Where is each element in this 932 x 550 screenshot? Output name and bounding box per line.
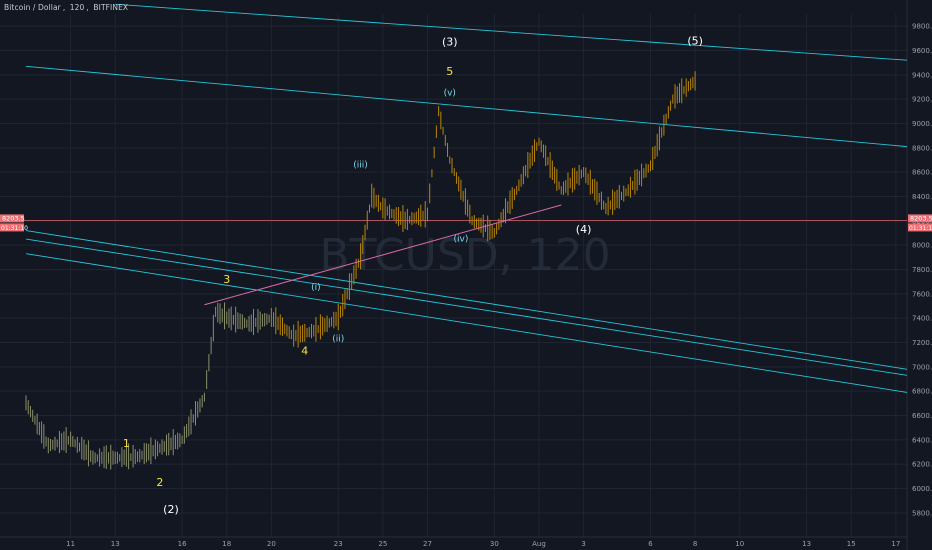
wave-label: (2) [163, 503, 179, 516]
x-tick-label: 17 [891, 540, 900, 548]
y-tick-label: 6800.0 [912, 388, 932, 396]
y-tick-label: 6200.0 [912, 461, 932, 469]
channel-line [25, 230, 908, 370]
y-tick-label: 9200.0 [912, 96, 932, 104]
x-tick-label: 23 [334, 540, 343, 548]
wave-label: 3 [223, 273, 230, 286]
wave-label: 4 [301, 345, 308, 358]
left-price-tag-value: 8203.5 [2, 214, 25, 222]
wave-label: 2 [156, 476, 163, 489]
x-tick-label: 20 [267, 540, 276, 548]
wave-label: (4) [576, 223, 592, 236]
wave-label: (ii) [332, 334, 344, 344]
x-tick-label: 3 [581, 540, 585, 548]
y-tick-label: 8800.0 [912, 144, 932, 152]
left-countdown: 01:31:10 [1, 225, 28, 232]
wave-label: (iv) [453, 235, 468, 245]
wave-label: (3) [442, 36, 458, 49]
x-tick-label: 18 [222, 540, 231, 548]
price-tag-box [908, 214, 932, 223]
y-tick-label: 9400.0 [912, 71, 932, 79]
y-tick-label: 7600.0 [912, 290, 932, 298]
symbol-name: Bitcoin / Dollar [4, 3, 61, 12]
left-price-tag-box [0, 214, 24, 223]
y-tick-label: 8000.0 [912, 242, 932, 250]
x-tick-label: 13 [111, 540, 120, 548]
x-tick-label: 13 [802, 540, 811, 548]
watermark-text: BTCUSD, 120 [319, 230, 610, 281]
wave-label: 1 [123, 437, 130, 450]
trendline [204, 204, 562, 306]
wave-label: (iii) [353, 160, 368, 170]
wave-label: (5) [687, 34, 703, 47]
channel-line [25, 238, 908, 376]
wave-label: (i) [311, 283, 321, 293]
x-tick-label: 25 [378, 540, 387, 548]
y-tick-label: 6400.0 [912, 436, 932, 444]
y-tick-label: 8600.0 [912, 169, 932, 177]
y-tick-label: 8400.0 [912, 193, 932, 201]
y-tick-label: 6600.0 [912, 412, 932, 420]
y-tick-label: 7400.0 [912, 315, 932, 323]
channel-line [115, 3, 908, 61]
wave-label: 5 [446, 65, 453, 78]
x-tick-label: 6 [648, 540, 653, 548]
y-tick-label: 9000.0 [912, 120, 932, 128]
x-tick-label: 16 [178, 540, 187, 548]
x-tick-label: Aug [532, 540, 546, 548]
x-tick-label: 10 [735, 540, 744, 548]
y-tick-label: 9600.0 [912, 47, 932, 55]
interval-label: 120 [69, 3, 85, 12]
wave-label: (v) [444, 89, 456, 99]
x-tick-label: 27 [423, 540, 432, 548]
chart-header: Bitcoin / Dollar, 120, BITFINEX [4, 3, 129, 12]
y-tick-label: 6000.0 [912, 485, 932, 493]
exchange-label: BITFINEX [93, 3, 129, 12]
channel-line [25, 253, 908, 393]
y-tick-label: 5800.0 [912, 509, 932, 517]
y-tick-label: 7800.0 [912, 266, 932, 274]
y-tick-label: 9800.0 [912, 23, 932, 31]
x-tick-label: 8 [693, 540, 697, 548]
countdown-box [908, 223, 932, 232]
channel-line [25, 65, 908, 148]
price-tag-value: 8203.5 [910, 214, 932, 222]
left-countdown-box [0, 223, 24, 232]
price-countdown: 01:31:10 [909, 225, 932, 232]
x-tick-label: 30 [490, 540, 499, 548]
y-tick-label: 7200.0 [912, 339, 932, 347]
y-tick-label: 7000.0 [912, 363, 932, 371]
x-tick-label: 11 [66, 540, 75, 548]
x-tick-label: 15 [847, 540, 856, 548]
